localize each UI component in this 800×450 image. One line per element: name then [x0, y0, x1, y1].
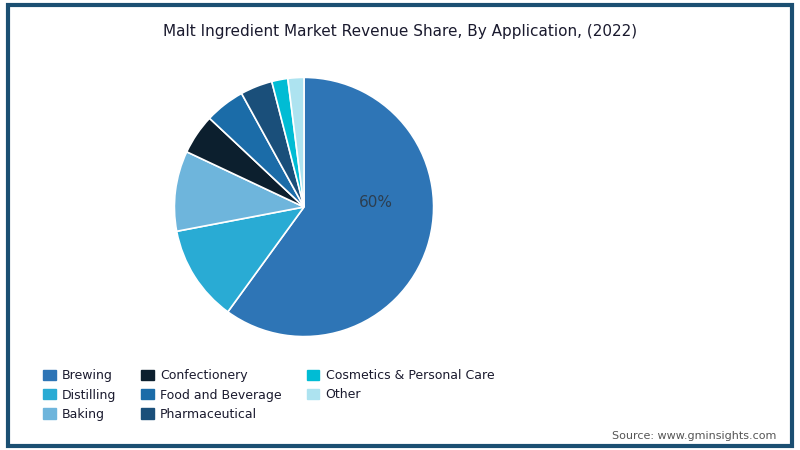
Wedge shape — [186, 118, 304, 207]
Wedge shape — [228, 77, 434, 337]
Wedge shape — [177, 207, 304, 312]
Text: 60%: 60% — [358, 195, 393, 210]
Wedge shape — [288, 77, 304, 207]
Text: Malt Ingredient Market Revenue Share, By Application, (2022): Malt Ingredient Market Revenue Share, By… — [163, 24, 637, 39]
Legend: Brewing, Distilling, Baking, Confectionery, Food and Beverage, Pharmaceutical, C: Brewing, Distilling, Baking, Confectione… — [38, 364, 499, 426]
Text: Source: www.gminsights.com: Source: www.gminsights.com — [612, 431, 776, 441]
Wedge shape — [242, 81, 304, 207]
Wedge shape — [174, 152, 304, 231]
Wedge shape — [272, 78, 304, 207]
Wedge shape — [210, 94, 304, 207]
